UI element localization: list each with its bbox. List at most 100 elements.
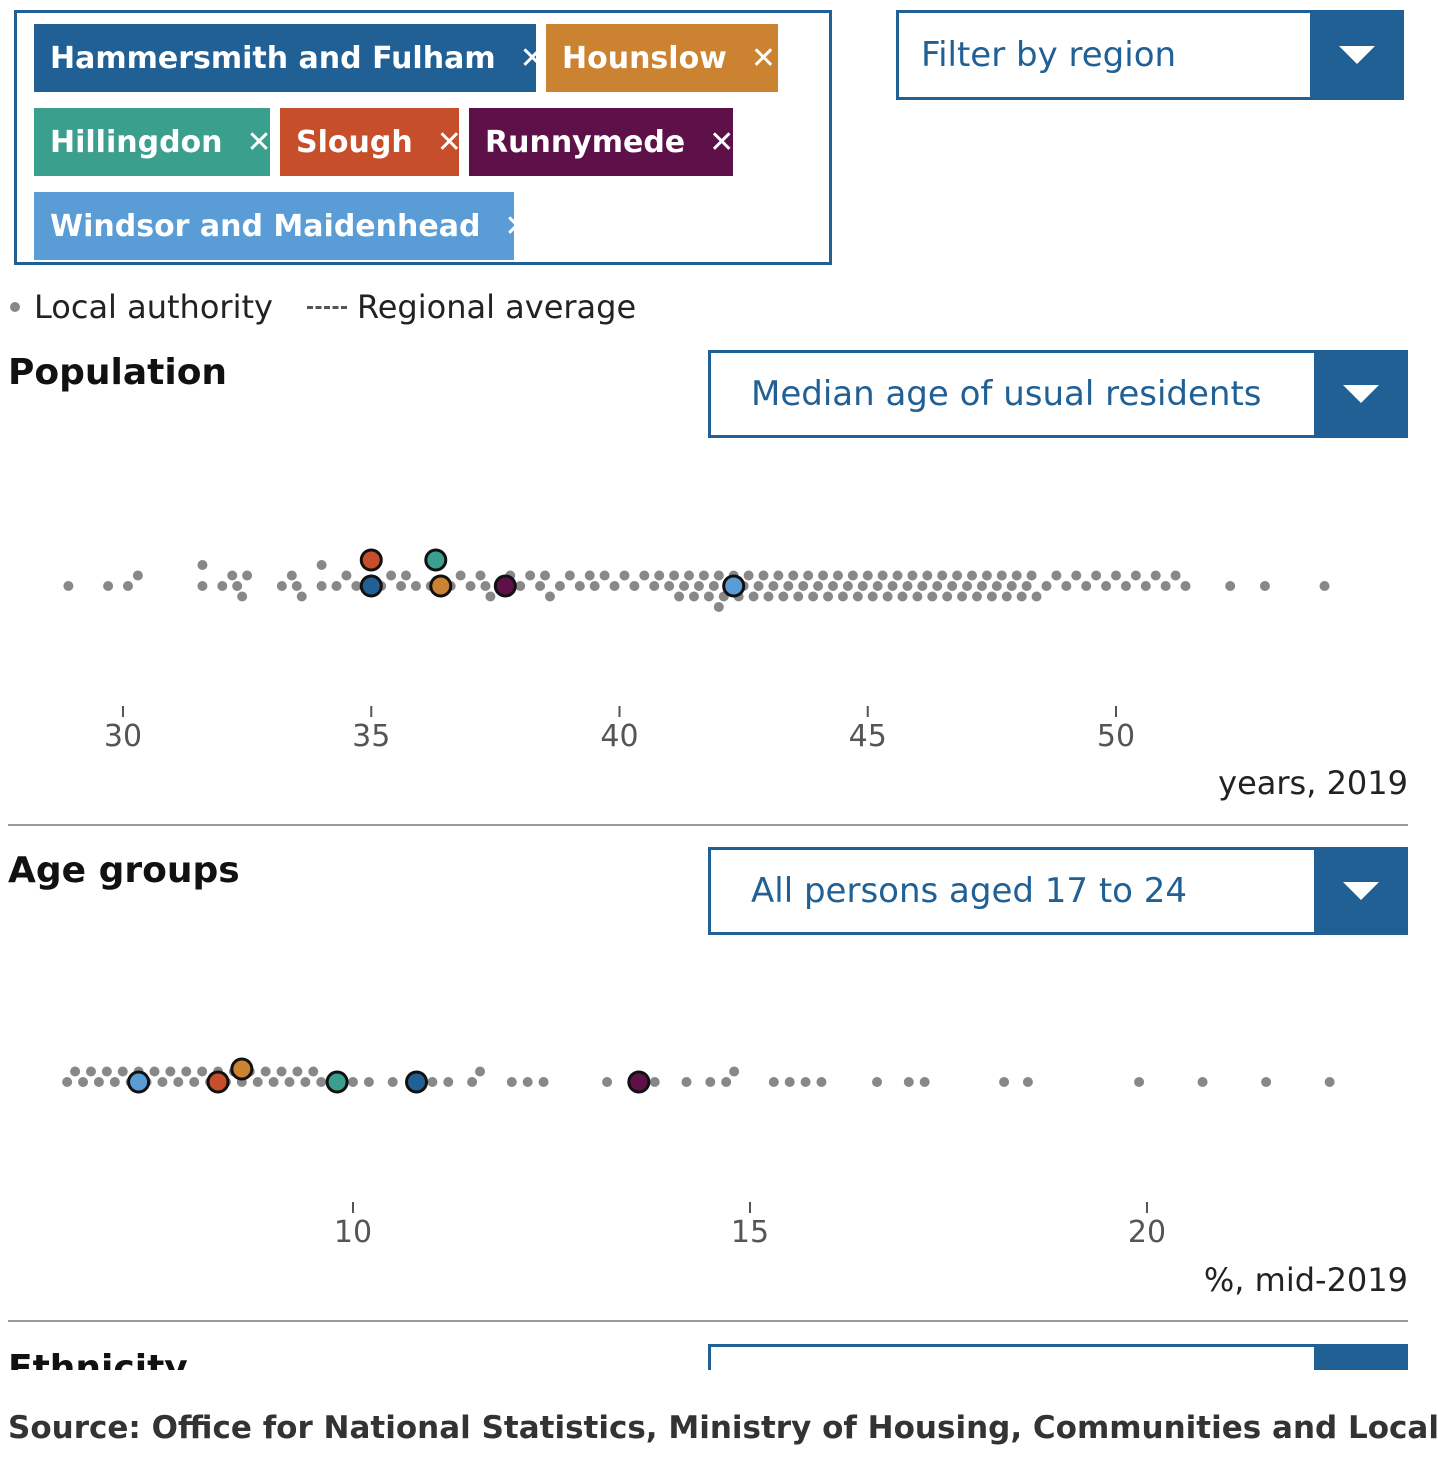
local-authority-point[interactable]	[778, 591, 789, 602]
chip-slough[interactable]: Slough ✕	[280, 108, 462, 176]
local-authority-point[interactable]	[1071, 570, 1082, 581]
local-authority-point[interactable]	[768, 581, 779, 591]
local-authority-point[interactable]	[1016, 591, 1027, 602]
population-indicator-select[interactable]: Median age of usual residents	[708, 350, 1408, 438]
local-authority-point[interactable]	[465, 581, 476, 591]
local-authority-point[interactable]	[664, 581, 675, 591]
local-authority-point[interactable]	[63, 581, 74, 591]
local-authority-point[interactable]	[681, 1077, 692, 1087]
local-authority-point[interactable]	[800, 1077, 811, 1087]
local-authority-point[interactable]	[1261, 1077, 1272, 1087]
close-icon[interactable]: ✕	[504, 208, 530, 244]
local-authority-point[interactable]	[639, 570, 650, 581]
local-authority-point[interactable]	[721, 1077, 732, 1087]
local-authority-point[interactable]	[197, 581, 208, 591]
highlight-point-hounslow[interactable]	[429, 574, 453, 598]
local-authority-point[interactable]	[574, 581, 585, 591]
local-authority-point[interactable]	[506, 1077, 517, 1087]
local-authority-point[interactable]	[903, 1077, 914, 1087]
local-authority-point[interactable]	[252, 1077, 263, 1087]
local-authority-point[interactable]	[783, 581, 794, 591]
local-authority-point[interactable]	[813, 581, 824, 591]
local-authority-point[interactable]	[919, 1077, 930, 1087]
close-icon[interactable]: ✕	[246, 124, 272, 160]
local-authority-point[interactable]	[584, 570, 595, 581]
local-authority-point[interactable]	[999, 1077, 1010, 1087]
local-authority-point[interactable]	[455, 570, 466, 581]
local-authority-point[interactable]	[103, 581, 114, 591]
local-authority-point[interactable]	[902, 581, 913, 591]
local-authority-point[interactable]	[181, 1066, 192, 1077]
local-authority-point[interactable]	[331, 581, 342, 591]
local-authority-point[interactable]	[316, 581, 327, 591]
age-group-indicator-dropdown-button[interactable]	[1314, 847, 1408, 935]
local-authority-point[interactable]	[70, 1066, 81, 1077]
local-authority-point[interactable]	[157, 1077, 168, 1087]
local-authority-point[interactable]	[291, 581, 302, 591]
local-authority-point[interactable]	[882, 591, 893, 602]
local-authority-point[interactable]	[976, 581, 987, 591]
local-authority-point[interactable]	[276, 1066, 287, 1077]
local-authority-point[interactable]	[540, 570, 551, 581]
local-authority-point[interactable]	[674, 591, 685, 602]
local-authority-point[interactable]	[62, 1077, 73, 1087]
local-authority-point[interactable]	[872, 1077, 883, 1087]
local-authority-point[interactable]	[276, 581, 287, 591]
local-authority-point[interactable]	[649, 1077, 660, 1087]
chip-windsor-and-maidenhead[interactable]: Windsor and Maidenhead ✕	[34, 192, 530, 260]
local-authority-point[interactable]	[967, 570, 978, 581]
chip-hammersmith-and-fulham[interactable]: Hammersmith and Fulham ✕	[34, 24, 545, 92]
local-authority-point[interactable]	[1225, 581, 1236, 591]
chip-hillingdon[interactable]: Hillingdon ✕	[34, 108, 272, 176]
local-authority-point[interactable]	[1111, 570, 1121, 581]
local-authority-point[interactable]	[109, 1077, 120, 1087]
local-authority-point[interactable]	[679, 581, 690, 591]
local-authority-point[interactable]	[937, 570, 948, 581]
local-authority-point[interactable]	[1021, 581, 1032, 591]
local-authority-point[interactable]	[1091, 570, 1102, 581]
local-authority-point[interactable]	[1011, 570, 1022, 581]
local-authority-point[interactable]	[351, 581, 362, 591]
local-authority-point[interactable]	[308, 1066, 319, 1077]
local-authority-point[interactable]	[649, 581, 660, 591]
local-authority-point[interactable]	[991, 581, 1002, 591]
local-authority-point[interactable]	[669, 570, 680, 581]
local-authority-point[interactable]	[773, 570, 784, 581]
local-authority-point[interactable]	[85, 1066, 96, 1077]
local-authority-point[interactable]	[260, 1066, 271, 1077]
local-authority-point[interactable]	[1022, 1077, 1033, 1087]
local-authority-point[interactable]	[475, 1066, 486, 1077]
close-icon[interactable]: ✕	[709, 124, 735, 160]
local-authority-point[interactable]	[589, 581, 600, 591]
local-authority-point[interactable]	[132, 570, 143, 581]
highlight-point-slough[interactable]	[359, 548, 383, 572]
local-authority-point[interactable]	[1026, 570, 1037, 581]
local-authority-point[interactable]	[763, 591, 774, 602]
local-authority-point[interactable]	[1081, 581, 1092, 591]
local-authority-point[interactable]	[480, 581, 491, 591]
highlight-point-hillingdon[interactable]	[325, 1070, 349, 1094]
local-authority-point[interactable]	[296, 591, 307, 602]
highlight-point-windsor-and-maidenhead[interactable]	[722, 574, 746, 598]
local-authority-point[interactable]	[713, 602, 724, 612]
local-authority-point[interactable]	[1160, 581, 1171, 591]
local-authority-point[interactable]	[877, 570, 888, 581]
local-authority-point[interactable]	[793, 591, 804, 602]
local-authority-point[interactable]	[237, 591, 248, 602]
local-authority-point[interactable]	[808, 591, 819, 602]
local-authority-point[interactable]	[117, 1066, 128, 1077]
close-icon[interactable]: ✕	[436, 124, 462, 160]
local-authority-point[interactable]	[316, 560, 327, 570]
local-authority-point[interactable]	[165, 1066, 176, 1077]
chip-runnymede[interactable]: Runnymede ✕	[469, 108, 735, 176]
local-authority-point[interactable]	[1120, 581, 1131, 591]
local-authority-point[interactable]	[917, 581, 928, 591]
highlight-point-runnymede[interactable]	[627, 1070, 651, 1094]
local-authority-point[interactable]	[1006, 581, 1017, 591]
local-authority-point[interactable]	[784, 1077, 795, 1087]
local-authority-point[interactable]	[654, 570, 665, 581]
local-authority-point[interactable]	[847, 570, 858, 581]
local-authority-point[interactable]	[564, 570, 575, 581]
local-authority-point[interactable]	[872, 581, 883, 591]
local-authority-point[interactable]	[427, 1077, 438, 1087]
